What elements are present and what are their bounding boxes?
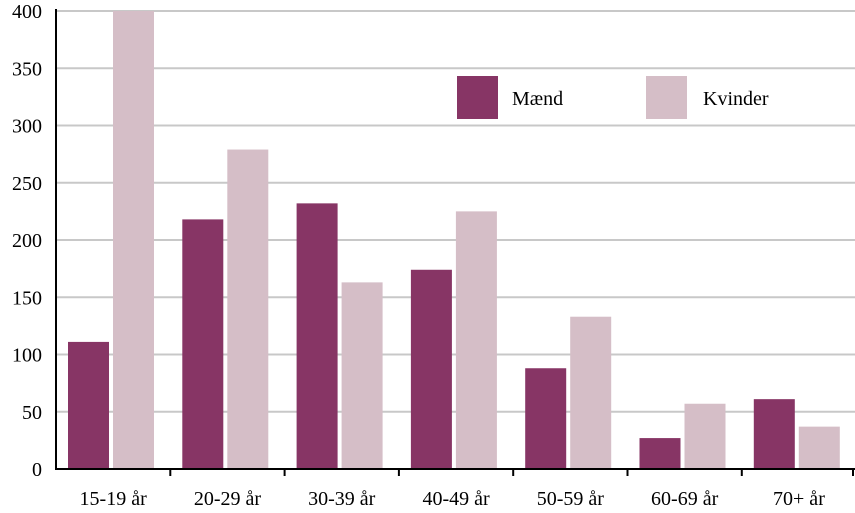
- bar-kvinder: [455, 211, 497, 469]
- bar-maend: [525, 368, 567, 469]
- bar-kvinder: [113, 11, 154, 469]
- y-tick-label: 200: [12, 230, 42, 252]
- gridlines: [56, 10, 855, 413]
- y-tick-label: 50: [22, 402, 42, 424]
- x-tick-label: 40-49 år: [422, 488, 490, 510]
- axes: [55, 9, 855, 476]
- y-tick-label: 300: [12, 116, 42, 138]
- legend-swatch-kvinder: [646, 76, 687, 119]
- x-tick-label: 30-39 år: [308, 488, 376, 510]
- legend: Mænd Kvinder: [457, 76, 769, 119]
- bar-maend: [639, 438, 681, 469]
- x-tick-label: 15-19 år: [80, 488, 148, 510]
- y-tick-label: 350: [12, 58, 42, 80]
- bar-maend: [296, 203, 338, 470]
- bar-maend: [410, 269, 452, 469]
- y-tick-labels: 0 50 100 150 200 250 300 350 400: [12, 1, 42, 481]
- y-tick-label: 250: [12, 173, 42, 195]
- bar-kvinder: [341, 282, 383, 469]
- bar-kvinder: [684, 403, 726, 469]
- x-tick-label: 70+ år: [773, 488, 825, 510]
- x-tick-label: 50-59 år: [537, 488, 605, 510]
- y-tick-label: 150: [12, 287, 42, 309]
- legend-label-kvinder: Kvinder: [703, 88, 769, 110]
- bar-maend: [68, 341, 109, 469]
- y-tick-label: 400: [12, 1, 42, 23]
- bars: [68, 11, 840, 470]
- legend-label-maend: Mænd: [512, 88, 563, 110]
- y-tick-label: 100: [12, 345, 42, 367]
- bar-maend: [753, 399, 795, 469]
- bar-kvinder: [227, 149, 269, 470]
- x-tick-label: 20-29 år: [194, 488, 262, 510]
- bar-kvinder: [798, 426, 840, 469]
- bar-kvinder: [570, 316, 612, 469]
- bar-maend: [182, 219, 224, 469]
- y-tick-label: 0: [32, 459, 42, 481]
- x-tick-label: 60-69 år: [651, 488, 719, 510]
- x-tick-labels: 15-19 år 20-29 år 30-39 år 40-49 år 50-59 år…: [80, 488, 826, 510]
- legend-swatch-maend: [457, 76, 498, 119]
